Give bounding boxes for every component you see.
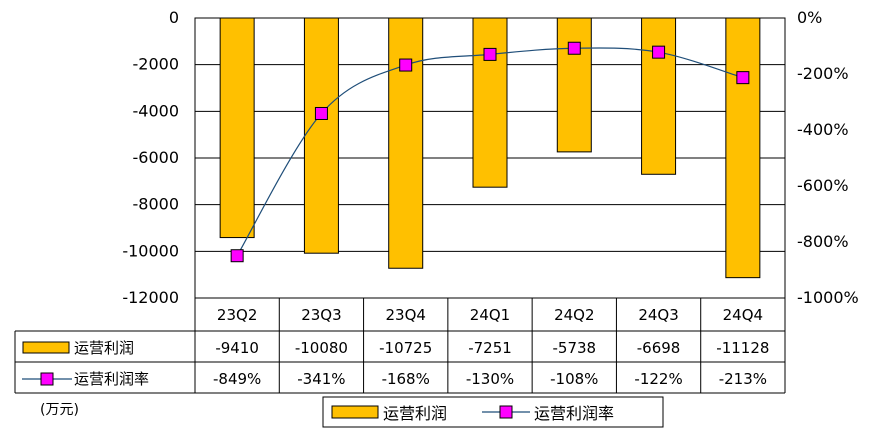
plot-area: [194, 17, 786, 299]
table-cell: -341%: [297, 370, 345, 388]
x-tick-label: 24Q2: [554, 306, 594, 324]
data-table: 23Q2 -9410 -849% 23Q3 -10080 -341% 23Q4 -10725 -…: [14, 298, 786, 394]
left-y-axis: 0 -2000 -4000 -6000 -8000 -10000 -12000: [122, 8, 179, 307]
y-left-tick-label: -4000: [133, 101, 180, 120]
table-cell: -9410: [215, 339, 259, 357]
right-y-axis: 0% -200% -400% -600% -800% -1000%: [797, 8, 859, 307]
line-marker: [314, 106, 328, 120]
y-left-tick-label: -2000: [133, 55, 180, 74]
row-header-label: 运营利润率: [74, 370, 149, 388]
x-tick-label: 23Q4: [385, 306, 425, 324]
line-series-key-marker: [40, 372, 54, 386]
line-marker: [736, 71, 750, 85]
bar: [388, 17, 424, 269]
y-right-tick-label: 0%: [797, 8, 822, 27]
legend-marker-swatch: [499, 405, 513, 419]
legend: 运营利润 运营利润率: [322, 396, 664, 428]
y-right-tick-label: -1000%: [797, 288, 859, 307]
x-tick-label: 23Q2: [217, 306, 257, 324]
legend-bar-swatch: [331, 405, 379, 419]
table-cell: -10725: [379, 339, 432, 357]
y-right-tick-label: -800%: [797, 232, 849, 251]
table-cell: -5738: [552, 339, 596, 357]
x-tick-label: 24Q3: [638, 306, 678, 324]
y-left-tick-label: -8000: [133, 195, 180, 214]
bar: [556, 17, 592, 153]
line-marker: [483, 47, 497, 61]
line-marker: [230, 249, 244, 263]
x-tick-label: 23Q3: [301, 306, 341, 324]
x-tick-label: 24Q1: [470, 306, 510, 324]
bar: [472, 17, 508, 188]
table-cell: -213%: [719, 370, 767, 388]
row-header-label: 运营利润: [74, 339, 134, 357]
table-cell: -6698: [637, 339, 681, 357]
y-right-tick-label: -600%: [797, 176, 849, 195]
x-tick-label: 24Q4: [723, 306, 763, 324]
y-left-tick-label: -10000: [122, 241, 179, 260]
y-left-tick-label: -12000: [122, 288, 179, 307]
bar: [725, 17, 761, 279]
y-right-tick-label: -200%: [797, 64, 849, 83]
bar-series-key: [22, 341, 70, 354]
legend-label: 运营利润率: [534, 404, 614, 423]
bar: [219, 17, 255, 239]
y-right-tick-label: -400%: [797, 120, 849, 139]
table-cell: -10080: [295, 339, 348, 357]
bar: [303, 17, 339, 254]
table-cell: -849%: [213, 370, 261, 388]
line-marker: [567, 41, 581, 55]
table-cell: -168%: [382, 370, 430, 388]
legend-label: 运营利润: [383, 404, 447, 423]
line-marker: [652, 45, 666, 59]
table-cell: -122%: [634, 370, 682, 388]
table-cell: -7251: [468, 339, 512, 357]
line-marker: [399, 58, 413, 72]
table-cell: -108%: [550, 370, 598, 388]
unit-label: (万元): [40, 402, 79, 418]
table-cell: -11128: [716, 339, 769, 357]
y-left-tick-label: 0: [169, 8, 179, 27]
table-cell: -130%: [466, 370, 514, 388]
y-left-tick-label: -6000: [133, 148, 180, 167]
bar: [641, 17, 677, 175]
